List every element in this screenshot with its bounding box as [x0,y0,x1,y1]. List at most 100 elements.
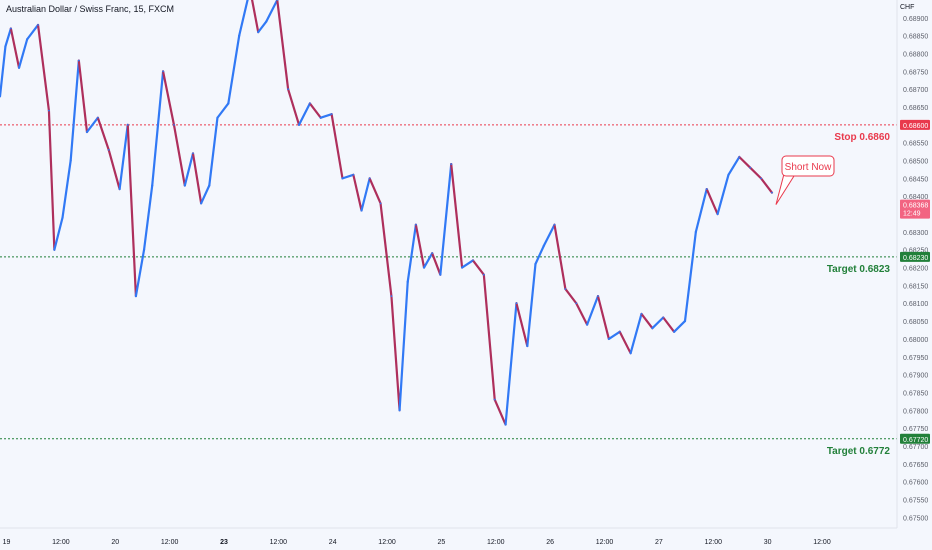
series-point [151,184,154,187]
y-tick-label: 0.68400 [903,194,928,201]
series-segment-up [341,173,355,180]
callout-text: Short Now [785,162,832,173]
series-segment-down [759,177,774,194]
series-segment-up [257,20,268,34]
price-level-badge [900,433,930,444]
x-tick-label: 30 [764,539,772,546]
x-tick-label: 12:00 [270,539,288,546]
current-price-badge [900,199,930,219]
series-segment-up [151,70,165,187]
series-point [360,209,363,212]
series-point [586,323,589,326]
series-point [69,159,72,162]
series-segment-up [629,312,643,355]
series-segment-up [716,173,730,216]
series-point [414,223,417,226]
series-segment-down [414,223,426,269]
x-tick-label: 12:00 [52,539,70,546]
series-point [542,245,545,248]
series-point [9,27,12,30]
time-axis[interactable]: 19 12:00 20 12:00 23 12:00 24 12:00 25 12:00 26 12:… [3,539,831,546]
series-point [597,295,599,298]
series-point [4,45,7,48]
series-segment-up [534,245,545,266]
x-tick-label: 12:00 [378,539,396,546]
x-tick-label: 19 [3,539,11,546]
series-point [738,156,741,158]
series-point [37,24,39,26]
series-segment-up [607,330,621,341]
series-point [126,123,129,126]
series-point [406,280,409,283]
series-point [107,148,110,151]
series-segment-down [662,316,676,333]
series-segment-down [705,187,719,216]
series-segment-up [17,38,29,69]
series-point [61,216,64,219]
series-point [629,352,632,355]
price-level-label: Stop 0.6860 [834,132,890,143]
series-segment-up [4,27,12,48]
series-segment-down [9,27,21,69]
series-segment-down [515,302,529,348]
series-point [143,248,145,251]
series-point [26,38,29,41]
y-tick-label: 0.68050 [903,319,928,326]
series-segment-up [134,248,146,298]
series-segment-up [542,223,556,248]
series-segment-up [53,216,64,251]
y-tick-label: 0.67900 [903,373,928,380]
series-segment-down [126,123,138,298]
series-point [192,152,194,155]
callout-pointer [775,173,795,205]
series-segment-down [390,295,401,412]
series-segment-up [460,259,475,269]
y-tick-label: 0.68300 [903,230,928,237]
y-tick-label: 0.68650 [903,105,928,112]
series-point [684,320,686,322]
price-axis[interactable]: 0.68900 0.68850 0.68800 0.68750 0.68700 0.686… [900,16,930,522]
series-point [771,191,773,194]
series-point [86,131,88,133]
x-tick-label: 27 [655,539,663,546]
series-segment-up [0,45,7,98]
series-point [96,116,99,119]
price-level-label: Target 0.6772 [827,446,891,457]
x-tick-label: 12:00 [487,539,505,546]
price-level-label: Target 0.6823 [827,264,891,275]
price-level-badge-text: 0.68230 [903,255,928,262]
current-price-value: 0.68368 [903,203,928,210]
series-segment-down [287,88,301,126]
x-tick-label: 12:00 [813,539,831,546]
series-point [694,230,697,233]
price-level-badge [900,119,930,130]
short-now-callout[interactable]: Short Now [775,155,835,205]
series-point [515,302,518,305]
series-segment-down [96,116,110,151]
series-segment-up [200,184,211,205]
series-segment-down [431,252,442,276]
series-point [352,173,355,176]
series-point [749,166,752,169]
series-segment-up [183,152,195,187]
series-segment-down [493,398,507,426]
y-tick-label: 0.68550 [903,141,928,148]
series-segment-down [749,166,763,180]
series-segment-down [161,70,176,126]
series-segment-up [683,230,697,323]
series-segment-up [227,34,241,105]
y-tick-label: 0.68100 [903,301,928,308]
series-point [208,184,211,187]
series-point [341,177,344,180]
series-segment-up [586,295,600,326]
y-tick-label: 0.68700 [903,87,928,94]
series-segment-up [216,102,230,119]
series-point [162,70,164,73]
series-point [265,20,268,23]
series-point [183,184,186,187]
series-segment-up [297,102,311,126]
series-segment-down [276,0,290,91]
price-level-badge-text: 0.68600 [903,123,928,130]
